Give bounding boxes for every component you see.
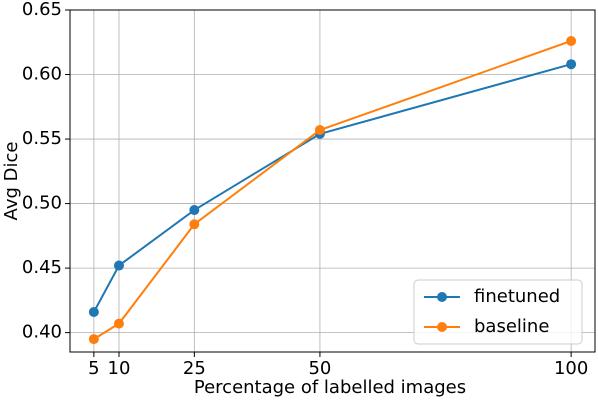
x-tick-label: 50 xyxy=(308,358,331,379)
x-tick-label: 5 xyxy=(88,358,99,379)
x-axis-label: Percentage of labelled images xyxy=(194,377,466,398)
marker xyxy=(88,334,99,345)
y-tick-label: 0.40 xyxy=(22,322,62,343)
x-tick-label: 25 xyxy=(183,358,206,379)
x-tick-label: 10 xyxy=(108,358,131,379)
legend-marker xyxy=(437,322,447,332)
y-tick-label: 0.55 xyxy=(22,128,62,149)
legend-label: baseline xyxy=(474,316,549,337)
line xyxy=(92,63,572,313)
marker xyxy=(314,125,325,136)
legend-label: finetuned xyxy=(474,286,560,307)
y-tick-label: 0.50 xyxy=(22,193,62,214)
x-tick-label: 100 xyxy=(554,358,588,379)
legend: finetuned baseline xyxy=(413,279,583,345)
y-tick-label: 0.65 xyxy=(22,0,62,20)
y-axis-label: Avg Dice xyxy=(1,142,22,221)
marker xyxy=(113,318,124,329)
marker xyxy=(189,205,200,216)
marker xyxy=(189,219,200,230)
y-tick-label: 0.45 xyxy=(22,257,62,278)
y-tick-label: 0.60 xyxy=(22,64,62,85)
legend-marker xyxy=(437,292,447,302)
marker xyxy=(88,306,99,317)
plot-frame xyxy=(69,9,596,353)
marker xyxy=(566,35,577,46)
marker xyxy=(566,59,577,70)
marker xyxy=(113,260,124,271)
